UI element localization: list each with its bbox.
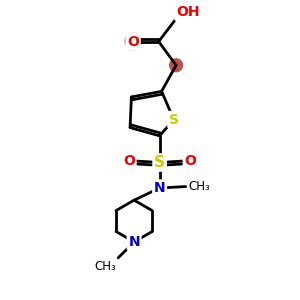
Text: S: S (154, 155, 165, 170)
Text: O: O (127, 34, 139, 49)
Circle shape (170, 59, 182, 72)
Text: N: N (128, 235, 140, 249)
Circle shape (125, 33, 141, 50)
Text: O: O (184, 154, 196, 168)
Text: CH₃: CH₃ (188, 180, 210, 193)
Text: S: S (169, 112, 179, 127)
Text: N: N (154, 181, 165, 195)
Text: CH₃: CH₃ (94, 260, 116, 273)
Text: O: O (123, 154, 135, 168)
Text: OH: OH (176, 5, 200, 19)
